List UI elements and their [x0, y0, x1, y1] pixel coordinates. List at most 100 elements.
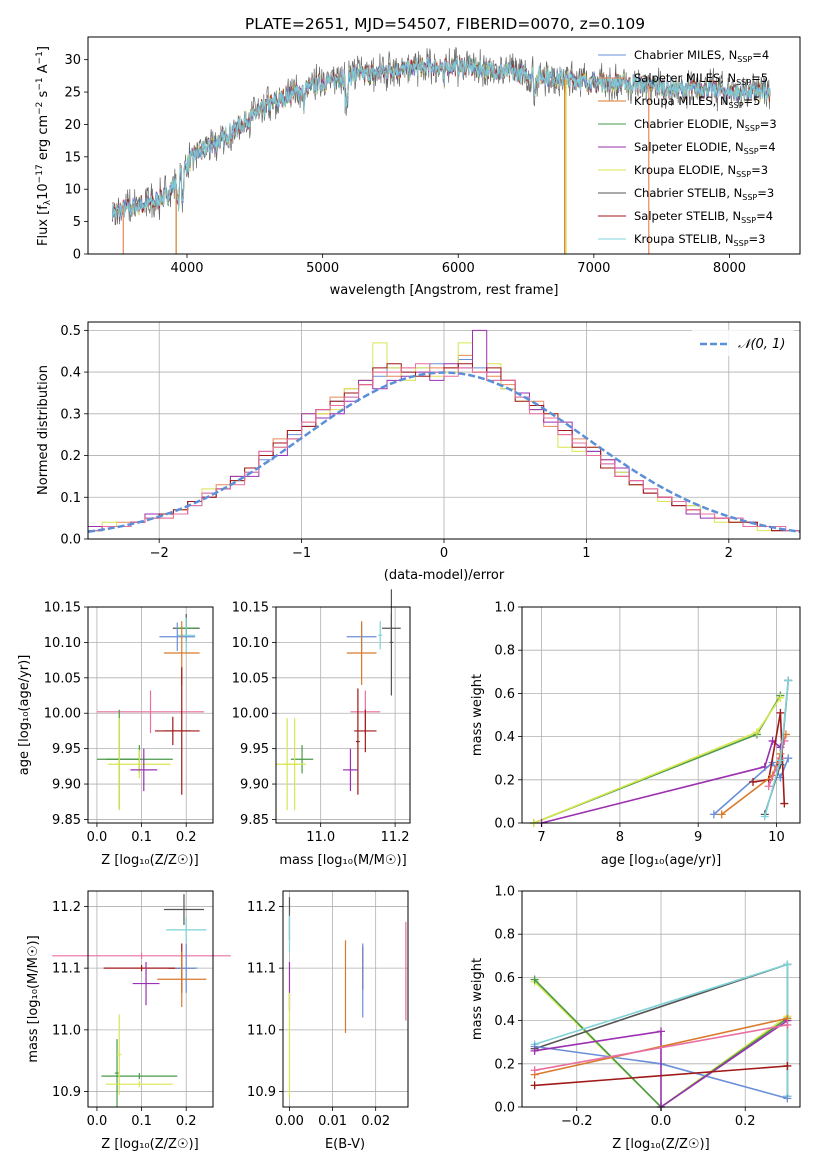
z-mass-xlabel: Z [log₁₀(Z/Z☉)]	[101, 1137, 198, 1152]
age_weight-ytick-label: 1.0	[494, 601, 515, 616]
z-weight-series-line	[534, 1024, 788, 1072]
z-weight-point-marker	[530, 1046, 539, 1055]
z-age-errorbar	[117, 718, 122, 811]
z-weight-point-marker	[783, 1020, 792, 1029]
z_weight-ytick-label: 0.2	[494, 1057, 515, 1072]
z-weight-ticks: −0.2 0.0 0.2 0.0 0.2 0.4 0.6 0.8 1.0	[494, 885, 755, 1130]
ebv_mass-ytick-label: 11.1	[247, 962, 276, 977]
mass_age-ytick-label: 9.95	[240, 742, 269, 757]
age-weight-point-marker	[776, 708, 785, 717]
z-mass-ticks: 0.0 0.1 0.2 10.9 11.0 11.1 11.2	[52, 900, 197, 1129]
ebv_mass-xtick-label: 0.01	[318, 1114, 347, 1129]
age_weight-ytick-label: 0.8	[494, 644, 515, 659]
age_weight-ytick-label: 0.2	[494, 773, 515, 788]
spectrum-ytick-label: 0	[73, 248, 81, 263]
mass_age-xtick-label: 11.0	[306, 830, 335, 845]
z-age-frame	[87, 606, 214, 824]
z-mass-errorbar	[166, 917, 207, 943]
z-mass-errorbar	[117, 1014, 122, 1095]
mass_age-ytick-label: 10.05	[232, 671, 269, 686]
age-weight-point-marker	[749, 777, 758, 786]
panel-z-weight: −0.2 0.0 0.2 0.0 0.2 0.4 0.6 0.8 1.0 Z [log₁₀(Z/…	[470, 885, 801, 1152]
z_age-ytick-label: 9.90	[52, 778, 81, 793]
spectrum-ytick-label: 10	[64, 183, 81, 198]
spectrum-ytick-label: 30	[64, 53, 81, 68]
z_weight-ytick-label: 0.6	[494, 971, 515, 986]
mass_age-ytick-label: 10.10	[232, 636, 269, 651]
mass_age-ytick-label: 9.90	[240, 778, 269, 793]
svg-text:Chabrier MILES, NSSP=4: Chabrier MILES, NSSP=4	[634, 48, 769, 64]
spectrum-xtick-label: 6000	[442, 261, 475, 276]
legend-entry-kroupa-stelib: Kroupa STELIB, NSSP=3	[598, 232, 765, 248]
z_age-ytick-label: 10.00	[44, 707, 81, 722]
residuals-legend: 𝒩(0, 1)	[692, 330, 794, 356]
z-mass-errorbar	[157, 951, 207, 1008]
age-weight-series-line	[533, 697, 782, 824]
z_mass-xtick-label: 0.2	[176, 1114, 197, 1129]
z_age-ytick-label: 10.05	[44, 671, 81, 686]
z_weight-xtick-label: 0.2	[735, 1114, 756, 1129]
panel-residuals: −2 −1 0 1 2 0.0 0.1 0.2 0.3 0.4 0.5 (data-model)/e…	[36, 321, 801, 583]
age_weight-xtick-label: 10	[768, 830, 785, 845]
ebv-mass-ticks: 0.00 0.01 0.02 10.9 11.0 11.1 11.2	[247, 900, 390, 1129]
legend-entry-salpeter-elodie: Salpeter ELODIE, NSSP=4	[598, 140, 776, 156]
mass_age-xtick-label: 11.2	[381, 830, 410, 845]
residuals-ytick-label: 0.3	[60, 407, 81, 422]
residuals-xtick-label: 2	[725, 546, 733, 561]
z-age-ticks: 0.0 0.1 0.2 9.85 9.90 9.95 10.00 10.05 10.10 10.1…	[44, 601, 197, 846]
residuals-xtick-label: −1	[292, 546, 311, 561]
z_age-ytick-label: 10.10	[44, 636, 81, 651]
svg-text:Kroupa STELIB, NSSP=3: Kroupa STELIB, NSSP=3	[634, 232, 765, 248]
z-mass-errorbar	[114, 1039, 120, 1107]
z-weight-point-marker	[530, 1081, 539, 1090]
residuals-ytick-label: 0.0	[60, 533, 81, 548]
panel-age-weight: 7 8 9 10 0.0 0.2 0.4 0.6 0.8 1.0 age [log₁₀(age/y…	[470, 601, 801, 868]
age_weight-ytick-label: 0.0	[494, 817, 515, 832]
z-weight-point-marker	[783, 960, 792, 969]
z_age-ytick-label: 10.15	[44, 601, 81, 616]
svg-text:Salpeter MILES, NSSP=5: Salpeter MILES, NSSP=5	[634, 71, 768, 87]
z-mass-grid	[88, 891, 213, 1107]
residuals-ytick-label: 0.2	[60, 449, 81, 464]
age-weight-ticks: 7 8 9 10 0.0 0.2 0.4 0.6 0.8 1.0	[494, 601, 784, 846]
svg-text:Chabrier STELIB, NSSP=3: Chabrier STELIB, NSSP=3	[634, 186, 774, 202]
spectrum-xtick-label: 5000	[306, 261, 339, 276]
z_weight-ytick-label: 0.0	[494, 1101, 515, 1116]
mass-age-errorbar	[276, 718, 299, 811]
age_weight-xtick-label: 8	[616, 830, 624, 845]
residuals-xtick-label: −2	[150, 546, 169, 561]
z_weight-ytick-label: 0.8	[494, 928, 515, 943]
z-weight-series-line	[534, 1017, 788, 1076]
residuals-ytick-label: 0.1	[60, 491, 81, 506]
z-age-errorbar	[130, 748, 158, 792]
residuals-xtick-label: 1	[582, 546, 590, 561]
z-mass-errorbar	[103, 965, 180, 972]
age_weight-ytick-label: 0.6	[494, 687, 515, 702]
z-weight-series-line	[534, 1019, 788, 1109]
z-age-errorbar	[177, 617, 196, 654]
residuals-xlabel: (data-model)/error	[384, 568, 505, 583]
mass-age-errorbar	[378, 621, 383, 650]
age-weight-ylabel: mass weight	[470, 674, 485, 756]
residuals-histograms	[88, 329, 800, 539]
z-weight-xlabel: Z [log₁₀(Z/Z☉)]	[612, 1137, 709, 1152]
age-weight-lines	[529, 676, 793, 827]
z-age-errorbar	[159, 622, 196, 651]
age_weight-xtick-label: 9	[694, 830, 702, 845]
z_mass-xtick-label: 0.0	[87, 1114, 108, 1129]
spectrum-ytick-label: 20	[64, 118, 81, 133]
age-weight-point-marker	[709, 810, 718, 819]
z_age-xtick-label: 0.0	[87, 830, 108, 845]
z_mass-ytick-label: 10.9	[52, 1085, 81, 1100]
age-weight-point-marker	[752, 728, 761, 737]
z_weight-ytick-label: 0.4	[494, 1014, 515, 1029]
svg-text:Salpeter STELIB, NSSP=4: Salpeter STELIB, NSSP=4	[634, 209, 773, 225]
mass_age-ytick-label: 10.00	[232, 707, 269, 722]
spectrum-ylabel: Flux [fλ10−17 erg cm−2 s−1 A−1]	[35, 46, 53, 246]
svg-text:Salpeter ELODIE, NSSP=4: Salpeter ELODIE, NSSP=4	[634, 140, 776, 156]
spectrum-xlabel: wavelength [Angstrom, rest frame]	[330, 283, 559, 298]
ebv_mass-xtick-label: 0.02	[361, 1114, 390, 1129]
z_age-xtick-label: 0.2	[176, 830, 197, 845]
z-age-errorbar	[96, 690, 205, 734]
mass-age-ticks: 11.0 11.2 9.85 9.90 9.95 10.00 10.05 10.10 10.15	[232, 601, 410, 846]
